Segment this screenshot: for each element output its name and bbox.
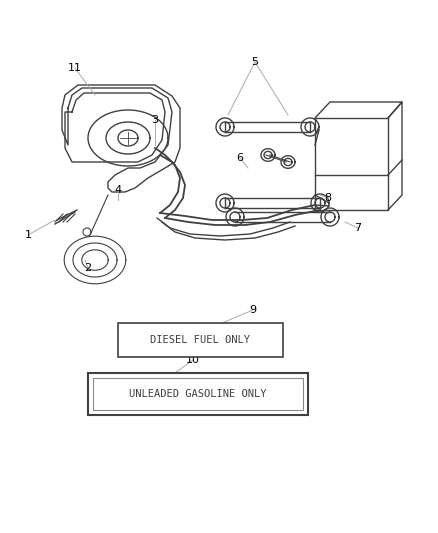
Text: 5: 5 — [251, 57, 258, 67]
Text: 1: 1 — [25, 230, 32, 240]
FancyBboxPatch shape — [88, 373, 308, 415]
Text: 7: 7 — [354, 223, 361, 233]
Text: DIESEL FUEL ONLY: DIESEL FUEL ONLY — [151, 335, 251, 345]
Text: 6: 6 — [237, 153, 244, 163]
Text: 9: 9 — [249, 305, 257, 315]
Text: 10: 10 — [186, 355, 200, 365]
Text: 2: 2 — [85, 263, 92, 273]
Text: 8: 8 — [325, 193, 332, 203]
FancyBboxPatch shape — [118, 323, 283, 357]
Text: UNLEADED GASOLINE ONLY: UNLEADED GASOLINE ONLY — [129, 389, 267, 399]
Text: 4: 4 — [114, 185, 122, 195]
Text: 3: 3 — [152, 115, 159, 125]
Text: 11: 11 — [68, 63, 82, 73]
FancyBboxPatch shape — [93, 378, 303, 410]
